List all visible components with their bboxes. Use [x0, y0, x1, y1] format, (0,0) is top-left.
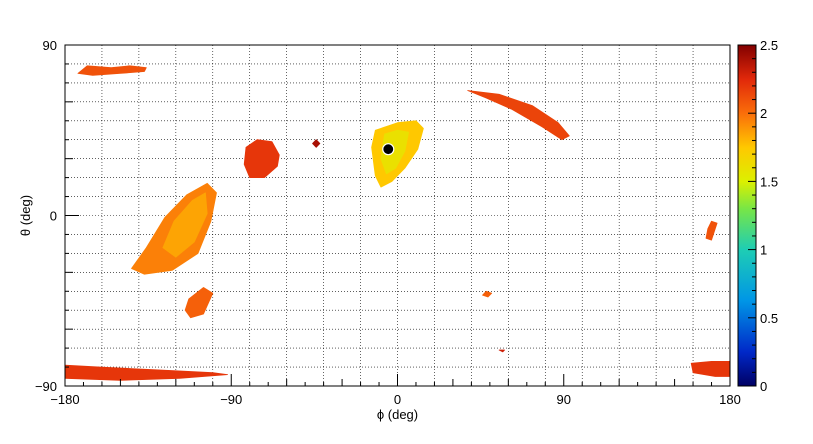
y-tick-label: 90 — [43, 38, 57, 53]
x-tick-label: 0 — [394, 392, 401, 407]
axis-ticks — [64, 44, 731, 387]
heat-region — [312, 139, 321, 148]
x-tick-label: −180 — [50, 392, 79, 407]
colorbar-tick-label: 0 — [760, 379, 767, 394]
position-marker — [382, 143, 395, 156]
colorbar-tick-label: 1.5 — [760, 174, 778, 189]
heat-region — [77, 65, 147, 76]
heat-region — [243, 139, 280, 179]
colorbar-tick-label: 2 — [760, 106, 767, 121]
heat-region — [184, 287, 214, 319]
y-axis-title: θ (deg) — [18, 195, 33, 236]
y-tick-label: −90 — [35, 379, 57, 394]
heat-region — [705, 220, 718, 241]
data-regions — [64, 65, 731, 381]
x-axis-title: ϕ (deg) — [377, 407, 418, 422]
colorbar-tick-label: 1 — [760, 243, 767, 258]
colorbar-gradient — [738, 45, 756, 386]
marker-layer — [382, 143, 395, 156]
colorbar-frame — [737, 44, 757, 387]
heat-region — [380, 129, 410, 175]
heat-region — [482, 290, 493, 298]
colorbar-tick-label: 2.5 — [760, 38, 778, 53]
colorbar-tick-label: 0.5 — [760, 311, 778, 326]
y-tick-label: 0 — [50, 209, 57, 224]
heat-region — [64, 364, 229, 381]
colorbar: 0 0.5 1 1.5 2 2.5 — [737, 38, 778, 394]
heat-region — [467, 90, 570, 141]
x-tick-label: 90 — [557, 392, 571, 407]
x-tick-label: −90 — [220, 392, 242, 407]
heat-region — [498, 349, 506, 353]
x-tick-label: 180 — [719, 392, 741, 407]
heat-region — [162, 192, 208, 258]
